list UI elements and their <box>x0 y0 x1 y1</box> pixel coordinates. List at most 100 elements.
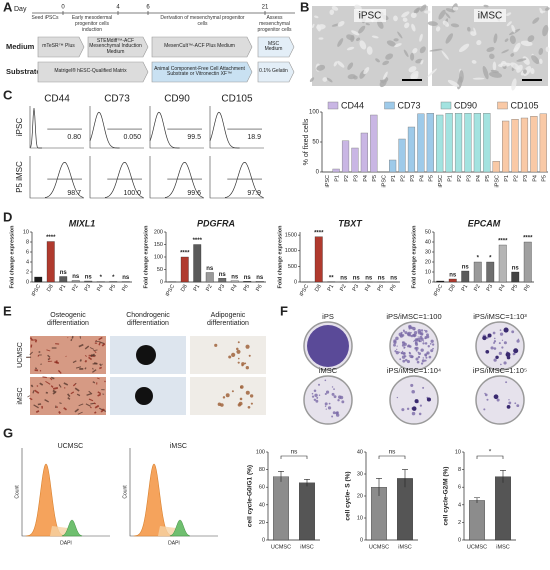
cell-texture <box>441 50 449 60</box>
stain-texture <box>42 376 47 379</box>
colony <box>503 361 507 365</box>
cell-texture <box>444 12 451 19</box>
plate-label: iPS/iMSC=1:10⁵ <box>473 366 527 375</box>
colony <box>422 340 425 342</box>
flow-curve <box>89 111 120 149</box>
cell-texture <box>486 46 495 52</box>
marker-title: CD44 <box>44 94 70 105</box>
y-tick-label: 1500 <box>285 233 297 239</box>
stain-texture <box>52 386 59 390</box>
cell-texture <box>322 77 328 82</box>
x-tick-label: P6 <box>389 284 398 293</box>
bar <box>180 256 189 283</box>
significance: ns <box>219 272 227 278</box>
colony <box>426 397 431 402</box>
lipid-drop <box>236 347 239 351</box>
cell-texture <box>511 24 516 33</box>
significance: **** <box>314 230 324 236</box>
lipid-drop <box>245 390 250 395</box>
chart-title: EPCAM <box>468 218 501 228</box>
colony <box>499 332 504 336</box>
cell-texture <box>424 10 431 14</box>
colony <box>324 405 327 407</box>
bar <box>511 118 519 173</box>
g1-peak <box>133 463 175 537</box>
colony <box>395 336 399 341</box>
cell-texture <box>506 21 512 27</box>
flow-axes <box>89 156 144 199</box>
colony <box>396 348 398 350</box>
significance: ns <box>85 275 93 281</box>
y-axis-label: Fold change expression <box>143 225 149 289</box>
stain-texture <box>84 367 87 370</box>
cell-texture <box>419 33 423 42</box>
y-tick-label: 6 <box>26 249 29 255</box>
cell-texture <box>337 20 345 27</box>
day-label: Day <box>14 6 27 13</box>
legend-swatch <box>327 101 339 110</box>
y-tick-label: 2 <box>26 269 29 275</box>
x-tick-label: P5 <box>372 175 378 182</box>
x-tick-label: P4 <box>532 175 538 182</box>
plate <box>475 375 525 425</box>
lipid-drop <box>222 396 226 399</box>
stain-texture <box>72 383 77 387</box>
colony <box>426 352 429 355</box>
cell-texture <box>527 35 535 43</box>
significance: ns <box>353 276 361 282</box>
step-arrow <box>87 36 149 58</box>
stain-texture <box>101 363 103 366</box>
stain-texture <box>54 361 60 364</box>
y-tick-label: 50 <box>157 267 163 273</box>
bar <box>96 281 105 283</box>
day-number: 6 <box>146 5 150 11</box>
x-tick-label: P2 <box>205 284 214 293</box>
colony <box>498 342 501 345</box>
colony <box>414 399 419 404</box>
significance: ns <box>378 276 386 282</box>
stain-texture <box>74 408 80 413</box>
stain-texture <box>71 335 74 339</box>
significance: **** <box>46 235 56 241</box>
y-axis-label: cell cycle-G0/G1 (%) <box>247 465 254 527</box>
lipid-drop <box>228 355 232 359</box>
colony <box>431 343 435 346</box>
colony <box>493 358 497 362</box>
colony <box>413 339 416 342</box>
stain-texture <box>34 367 38 370</box>
x-tick-label: P2 <box>71 284 80 293</box>
significance: ns <box>231 274 239 280</box>
colony <box>415 342 419 346</box>
cell-texture <box>385 53 394 60</box>
cell-texture <box>350 35 355 42</box>
colony <box>506 404 511 409</box>
lipid-drop <box>231 352 236 357</box>
legend-label: CD73 <box>398 100 421 110</box>
colony <box>506 355 511 360</box>
colony <box>412 406 417 411</box>
colony <box>317 383 321 386</box>
cell-texture <box>420 59 424 65</box>
lipid-drop <box>237 361 240 364</box>
colony <box>410 383 414 388</box>
colony <box>417 351 420 354</box>
x-axis-label: DAPI <box>168 540 180 546</box>
x-tick-label: P1 <box>193 284 202 293</box>
cell-texture <box>382 60 390 66</box>
stain-texture <box>84 354 87 357</box>
stain-texture <box>74 387 80 392</box>
cell-texture <box>510 62 520 70</box>
colony <box>420 348 424 352</box>
stain-texture <box>94 350 97 354</box>
plate <box>475 321 525 371</box>
y-axis-label: cell cycle-G2/M (%) <box>443 467 450 526</box>
lipid-drop <box>225 393 230 398</box>
stain-texture <box>89 347 95 350</box>
cell-texture <box>379 79 387 88</box>
colony <box>396 345 398 347</box>
stain-texture <box>85 403 91 407</box>
x-tick-label: iPSC <box>165 284 176 298</box>
bar <box>370 114 378 173</box>
cell-texture <box>482 65 489 80</box>
y-tick-label: 10 <box>455 449 461 455</box>
